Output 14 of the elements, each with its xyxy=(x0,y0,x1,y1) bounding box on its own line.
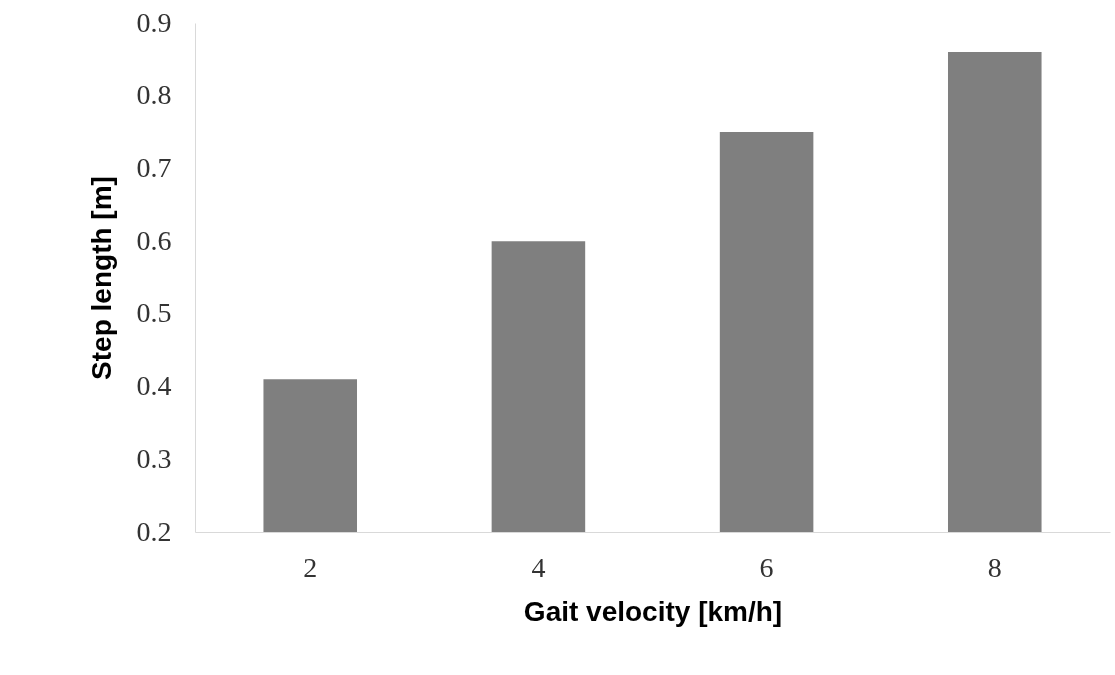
x-tick-label: 8 xyxy=(987,551,1002,583)
y-tick-label: 0.3 xyxy=(136,442,172,474)
x-axis-title: Gait velocity [km/h] xyxy=(523,595,783,627)
x-tick-label: 6 xyxy=(759,551,774,583)
y-tick-label: 0.8 xyxy=(136,79,172,111)
y-tick-label: 0.9 xyxy=(136,6,172,38)
y-tick-label: 0.4 xyxy=(136,370,172,402)
y-tick-label: 0.2 xyxy=(136,515,172,547)
y-tick-label: 0.7 xyxy=(136,151,172,183)
x-tick-label: 2 xyxy=(303,551,318,583)
x-tick-label: 4 xyxy=(531,551,546,583)
y-tick-label: 0.6 xyxy=(136,224,172,256)
y-tick-label: 0.5 xyxy=(136,297,172,329)
y-axis-title: Step length [m] xyxy=(85,176,117,380)
